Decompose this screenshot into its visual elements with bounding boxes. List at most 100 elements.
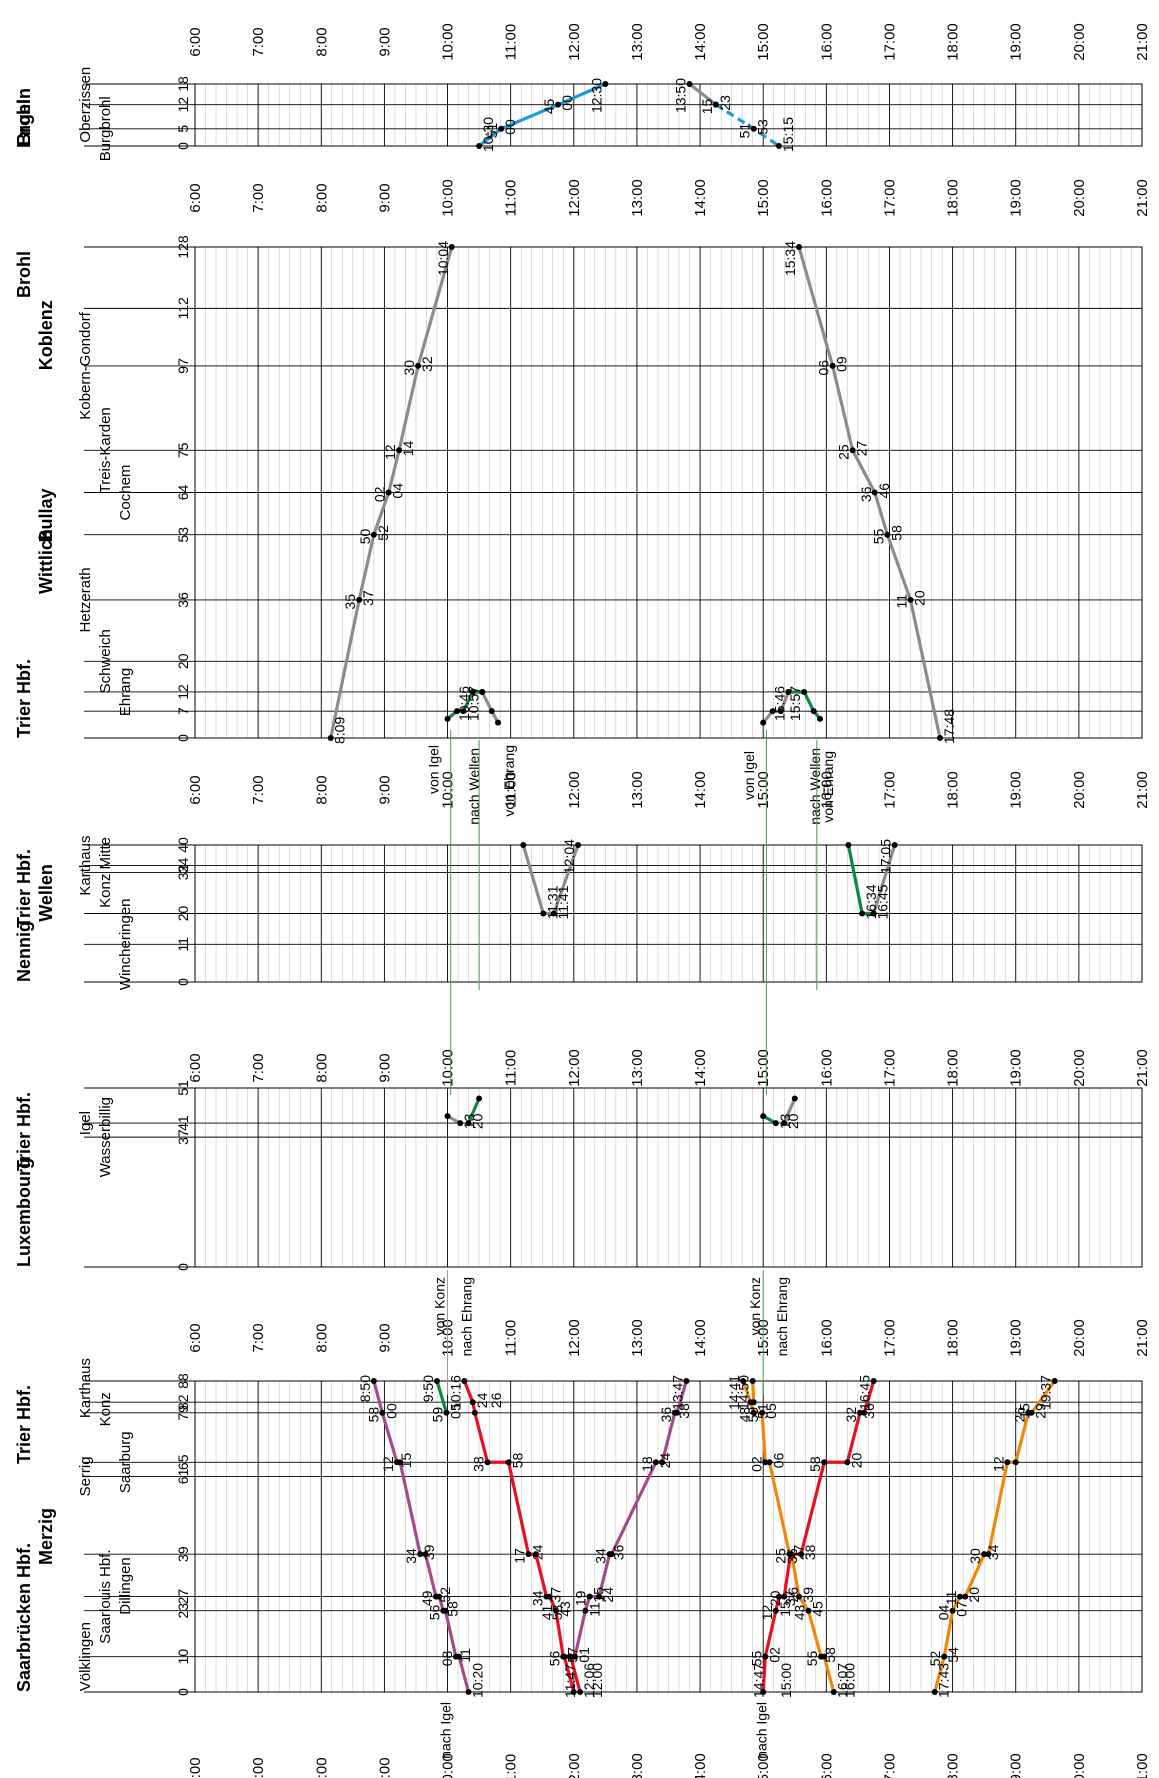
time-tick-label: 19:00 (1008, 1319, 1025, 1357)
stop-dot (1004, 1459, 1011, 1466)
stop-time-label: 20 (911, 590, 927, 606)
route-note: nach Ehrang (459, 1277, 475, 1356)
stop-time-label: 32 (419, 356, 435, 372)
time-tick-label: 12:00 (566, 1319, 583, 1357)
station-name: Völklingen (77, 1622, 94, 1691)
time-tick-label: 17:00 (881, 771, 898, 809)
km-label: 112 (175, 297, 191, 320)
time-tick-label: 20:00 (1071, 179, 1088, 217)
stop-dot (602, 81, 609, 87)
stop-dot (759, 1409, 766, 1416)
stop-time-label: 16:07 (835, 1663, 851, 1698)
time-axis-row: 6:00 7:00 8:00 9:00 10:00 11:00 12:00 13:00 14:0… (187, 1049, 1151, 1087)
stop-time-label: 10:57 (465, 686, 481, 721)
stop-time-label: 11 (586, 1602, 602, 1617)
stop-time-label: 20 (767, 1590, 783, 1606)
time-tick-label: 21:00 (1134, 771, 1151, 809)
time-tick-label: 14:00 (692, 1049, 709, 1087)
stop-dot (787, 1551, 794, 1558)
stop-dot (760, 719, 767, 726)
time-tick-label: 19:00 (1008, 23, 1025, 61)
stop-time-label: 38 (802, 1544, 818, 1560)
stop-dot (505, 1459, 512, 1466)
stop-dot (956, 1593, 963, 1600)
time-tick-label: 15:00 (755, 771, 772, 809)
station-name: Ehrang (117, 668, 134, 716)
station-name: Dillingen (117, 1557, 134, 1615)
stop-dot (457, 1120, 464, 1127)
stop-time-label: 24 (600, 1587, 616, 1603)
stop-time-label: 52 (375, 525, 391, 541)
station-name: Karthaus (77, 836, 94, 896)
time-tick-label: 16:00 (818, 179, 835, 217)
stop-time-label: 02 (748, 1456, 764, 1472)
time-tick-label: 15:00 (755, 179, 772, 217)
end-station-label: Luxembourg (14, 1158, 34, 1267)
stop-dot (891, 842, 898, 848)
stop-dot (471, 1409, 478, 1416)
end-station-label: Trier Hbf. (14, 849, 34, 928)
stop-dot (760, 1113, 767, 1120)
stop-time-label: 41 (539, 1605, 555, 1621)
time-tick-label: 15:00 (755, 1049, 772, 1087)
stop-dot (760, 1689, 767, 1695)
diagram-root: 6:00 7:00 8:00 9:00 10:00 11:00 12:00 13:00 14:0… (14, 23, 1151, 1778)
km-label: 32 (175, 864, 191, 880)
km-label: 5 (175, 125, 191, 133)
stop-dot (805, 1607, 812, 1614)
time-tick-label: 9:00 (376, 183, 393, 212)
time-tick-label: 9:00 (376, 27, 393, 56)
stop-dot (981, 1551, 988, 1558)
stop-time-label: 34 (529, 1590, 545, 1606)
station-name: Burgbrohl (97, 96, 114, 161)
stop-dot (443, 1409, 450, 1416)
stop-time-label: 15:57 (787, 686, 803, 721)
stop-time-label: 13 (777, 1113, 793, 1129)
time-tick-label: 10:00 (440, 1753, 457, 1778)
stop-dot (683, 1378, 690, 1384)
stop-dot (546, 1593, 553, 1600)
stop-time-label: 50 (357, 528, 373, 544)
stop-time-label: 12 (759, 1605, 775, 1621)
station-name: Wasserbillig (97, 1097, 114, 1177)
stop-time-label: 10:16 (447, 1375, 463, 1410)
stop-dot (849, 447, 856, 454)
stop-dot (962, 1593, 969, 1600)
stop-time-label: 34 (403, 1548, 419, 1564)
stop-dot (775, 143, 782, 149)
stop-time-label: 13:47 (669, 1375, 685, 1410)
stop-time-label: 36 (858, 486, 874, 502)
stop-time-label: 59 (745, 1407, 761, 1423)
stop-dot (461, 1378, 468, 1384)
stop-dot (436, 1593, 443, 1600)
stop-time-label: 36 (861, 1403, 877, 1419)
stop-dot (870, 1378, 877, 1384)
stop-time-label: 39 (421, 1544, 437, 1560)
stop-dot (1028, 1409, 1035, 1416)
end-station-label: Trier Hbf. (14, 1092, 34, 1171)
connector-label: von Igel (741, 751, 757, 800)
time-tick-label: 12:00 (566, 23, 583, 61)
stop-dot (397, 1459, 404, 1466)
stop-time-label: 16:45 (857, 1375, 873, 1410)
stop-dot (810, 708, 817, 715)
stop-time-label: 36 (611, 1544, 627, 1560)
stop-time-label: 17:48 (941, 709, 957, 744)
stop-time-label: 10:20 (470, 1663, 486, 1698)
stop-dot (469, 688, 476, 695)
stop-time-label: 37 (782, 1590, 798, 1606)
time-tick-label: 9:00 (376, 1757, 393, 1778)
time-tick-label: 18:00 (945, 1753, 962, 1778)
time-tick-label: 19:00 (1008, 179, 1025, 217)
km-label: 40 (175, 837, 191, 853)
stop-dot (781, 1120, 788, 1127)
junction-label: Koblenz (36, 300, 56, 370)
stop-dot (941, 1653, 948, 1660)
stop-time-label: 12:00 (589, 1663, 605, 1698)
end-station-label: Trier Hbf. (14, 659, 34, 738)
time-tick-label: 9:00 (376, 775, 393, 804)
stop-dot (907, 596, 914, 603)
station-name: Saarburg (117, 1431, 134, 1493)
train-line (480, 691, 500, 724)
